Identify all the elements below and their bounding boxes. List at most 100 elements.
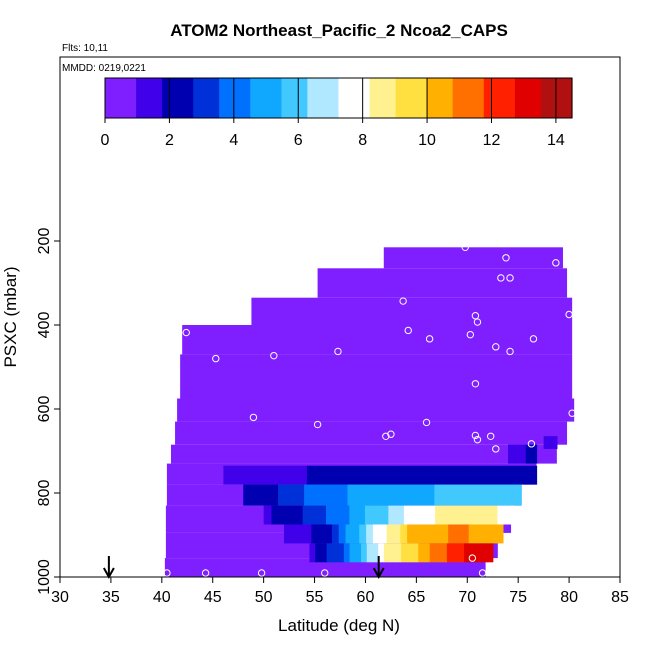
y-tick-label-0: 200 — [36, 228, 53, 255]
profile-3-cell-22 — [434, 484, 444, 506]
y-axis: 200 400 600 800 1000 — [36, 228, 60, 595]
profile-6-cell-5 — [338, 543, 345, 563]
sample-point-36 — [257, 569, 266, 577]
colorbar-swatch-37 — [296, 78, 303, 118]
profile-6-cell-3 — [326, 543, 333, 563]
profile-2-cell-1 — [212, 465, 225, 485]
profile-6-cell-30 — [481, 543, 488, 563]
colorbar-swatch-55 — [390, 78, 397, 118]
colorbar-swatch-85 — [546, 78, 552, 118]
colorbar-swatch-13 — [172, 78, 179, 118]
profile-1-cell-13 — [519, 444, 522, 464]
sample-point-26 — [471, 431, 480, 440]
profile-3-cell-23 — [443, 484, 453, 506]
sample-point-33 — [321, 569, 329, 577]
colorbar-swatch-9 — [151, 78, 158, 118]
profile-5-cell-4 — [311, 524, 319, 544]
profile-6-cell-6 — [343, 543, 351, 563]
profile-1-cell-14 — [520, 444, 522, 464]
profile-4-cell-12 — [357, 505, 366, 525]
profile-3-cell-28 — [486, 484, 496, 506]
profile-2-cell-29 — [505, 465, 517, 485]
profile-5-cell-3 — [304, 524, 312, 544]
profile-2-cell-31 — [526, 465, 538, 485]
colorbar-swatch-46 — [343, 78, 350, 118]
colorbar-swatch-87 — [556, 78, 563, 118]
profile-6-cell-9 — [361, 543, 368, 563]
profile-2-cell-14 — [348, 465, 360, 485]
sample-point-29 — [527, 440, 536, 448]
profile-6-cell-2 — [320, 543, 328, 563]
profile-1-cell-31 — [535, 444, 538, 464]
colorbar-swatch-69 — [463, 78, 469, 118]
profile-5-cell-12 — [366, 524, 374, 544]
profile-4-cell-8 — [326, 505, 335, 525]
y-tick-label-2: 600 — [36, 396, 53, 423]
profile-4-cell-27 — [474, 505, 483, 525]
profile-2-cell-12 — [327, 465, 339, 485]
profile-6-cell-21 — [429, 543, 437, 563]
sample-point-34 — [163, 569, 171, 577]
profile-2-cell-3 — [233, 465, 245, 485]
colorbar-swatch-60 — [416, 78, 423, 118]
profile-1-cell-10 — [516, 444, 519, 464]
profile-1-cell-2 — [509, 444, 512, 464]
profile-4-cell-1 — [271, 505, 280, 525]
profile-4-cell-24 — [450, 505, 460, 525]
colorbar-swatch-65 — [442, 78, 449, 118]
profile-4-cell-28 — [481, 505, 491, 525]
profile-4-cell-14 — [372, 505, 382, 525]
colorbar-swatch-28 — [250, 78, 257, 118]
profile-4-cell-25 — [458, 505, 467, 525]
profile-1-cell-9 — [516, 444, 518, 464]
profile-2-cell-23 — [442, 465, 454, 485]
colorbar-swatch-36 — [291, 78, 298, 118]
x-tick-label-8: 70 — [458, 589, 476, 606]
profile-5-cell-28 — [475, 524, 483, 544]
colorbar-swatch-42 — [322, 78, 329, 118]
colorbar-swatch-24 — [229, 78, 236, 118]
profile-3-cell-7 — [304, 484, 314, 506]
colorbar-swatch-11 — [162, 78, 168, 118]
colorbar-swatch-52 — [374, 78, 381, 118]
profile-6-cell-10 — [366, 543, 374, 563]
sample-point-9 — [182, 328, 190, 337]
sample-point-0 — [461, 243, 469, 252]
coverage-band-6 — [175, 421, 568, 445]
colorbar-swatch-22 — [219, 78, 225, 118]
profile-3-cell-8 — [312, 484, 323, 506]
profile-6-cell-19 — [418, 543, 425, 563]
profile-4-cell-11 — [349, 505, 358, 525]
profile-5-cell-16 — [393, 524, 401, 544]
profile-5-cell-22 — [434, 524, 442, 544]
colorbar-swatch-51 — [369, 78, 376, 118]
profile-6-cell-0 — [309, 543, 316, 563]
profile-3-cell-17 — [390, 484, 401, 506]
profile-4-cell-9 — [333, 505, 343, 525]
x-tick-label-2: 40 — [153, 589, 171, 606]
profile-5-cell-14 — [379, 524, 388, 544]
profile-1-cell-3 — [510, 444, 513, 464]
profile-5-cell-15 — [386, 524, 395, 544]
profile-1-cell-4 — [511, 444, 514, 464]
profile-1-cell-29 — [533, 444, 536, 464]
colorbar-swatch-47 — [348, 78, 355, 118]
profile-5-cell-10 — [352, 524, 360, 544]
profile-4-cell-2 — [279, 505, 288, 525]
colorbar-swatch-86 — [551, 78, 558, 118]
x-tick-label-11: 85 — [611, 589, 629, 606]
profile-5-cell-29 — [482, 524, 490, 544]
colorbar-swatch-82 — [530, 78, 537, 118]
colorbar-swatch-10 — [156, 78, 163, 118]
profile-5-cell-17 — [400, 524, 408, 544]
colorbar-swatch-17 — [193, 78, 199, 118]
profile-2-cell-26 — [473, 465, 485, 485]
colorbar-swatch-1 — [110, 78, 116, 118]
sample-point-32 — [468, 554, 477, 562]
profile-4-cell-20 — [419, 505, 428, 525]
colorbar-swatch-15 — [182, 78, 189, 118]
colorbar-swatch-50 — [364, 78, 371, 118]
profile-5-cell-11 — [359, 524, 367, 544]
profile-5-cell-25 — [455, 524, 463, 544]
